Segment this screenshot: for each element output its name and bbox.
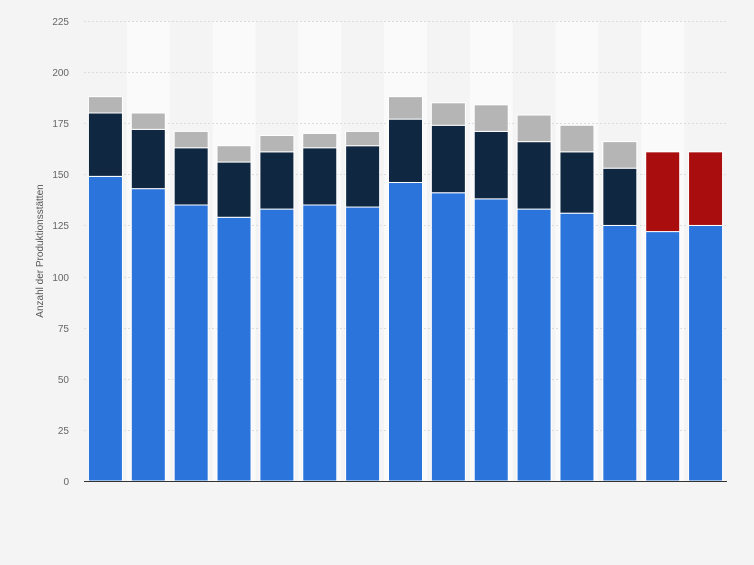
bar-segment[interactable] [259, 208, 295, 482]
bar-segment[interactable] [173, 147, 209, 206]
bar-segment[interactable] [173, 130, 209, 149]
y-tick-label: 225 [52, 17, 69, 28]
bar-segment[interactable] [473, 198, 509, 482]
bar-segment[interactable] [516, 141, 552, 210]
bar-segment[interactable] [473, 130, 509, 200]
y-axis-label: Anzahl der Produktionsstätten [35, 184, 46, 317]
bar-segment[interactable] [430, 102, 466, 126]
bar-segment[interactable] [259, 151, 295, 210]
bar-segment[interactable] [216, 145, 252, 163]
bar-segment[interactable] [87, 175, 123, 482]
y-tick-label: 200 [52, 68, 69, 79]
bar-segment[interactable] [345, 145, 381, 208]
bar-segment[interactable] [388, 96, 423, 120]
bar-segment[interactable] [259, 134, 295, 153]
bar-segment[interactable] [130, 112, 166, 130]
bar-segment[interactable] [130, 128, 166, 190]
y-tick-label: 125 [52, 221, 69, 232]
bar-segment[interactable] [388, 182, 423, 482]
bar-segment[interactable] [87, 96, 123, 114]
y-axis-ticks: 0 25 50 75 100 125 150 175 200 225 [52, 17, 69, 488]
bar-segment[interactable] [559, 124, 595, 153]
y-tick-label: 150 [52, 170, 69, 181]
bar-segment[interactable] [688, 224, 724, 482]
y-tick-label: 75 [58, 324, 70, 335]
bar-segment[interactable] [688, 151, 724, 226]
bar-segment[interactable] [345, 130, 381, 147]
bar-segment[interactable] [602, 224, 638, 482]
y-tick-label: 25 [58, 426, 70, 437]
bar-segment[interactable] [602, 141, 638, 169]
bar-segment[interactable] [388, 118, 423, 184]
bar-segment[interactable] [216, 161, 252, 218]
y-tick-label: 0 [63, 477, 69, 488]
bar-segment[interactable] [602, 167, 638, 226]
y-tick-label: 175 [52, 119, 69, 130]
bar-segment[interactable] [559, 212, 595, 482]
bar-segment[interactable] [302, 132, 338, 149]
bar-segment[interactable] [430, 192, 466, 482]
bar-segment[interactable] [87, 112, 123, 177]
bar-segment[interactable] [645, 231, 681, 482]
bar-segment[interactable] [345, 206, 381, 482]
y-tick-label: 50 [58, 375, 70, 386]
bar-segment[interactable] [430, 124, 466, 194]
bar-segment[interactable] [645, 151, 681, 233]
y-tick-label: 100 [52, 273, 69, 284]
bar-segment[interactable] [559, 151, 595, 214]
bar-segment[interactable] [516, 208, 552, 482]
bar-segment[interactable] [516, 114, 552, 143]
bar-segment[interactable] [302, 147, 338, 206]
bar-segment[interactable] [473, 104, 509, 132]
bars [87, 96, 724, 482]
bar-segment[interactable] [216, 216, 252, 482]
bar-segment[interactable] [302, 204, 338, 482]
bar-segment[interactable] [130, 188, 166, 482]
bar-segment[interactable] [173, 204, 209, 482]
